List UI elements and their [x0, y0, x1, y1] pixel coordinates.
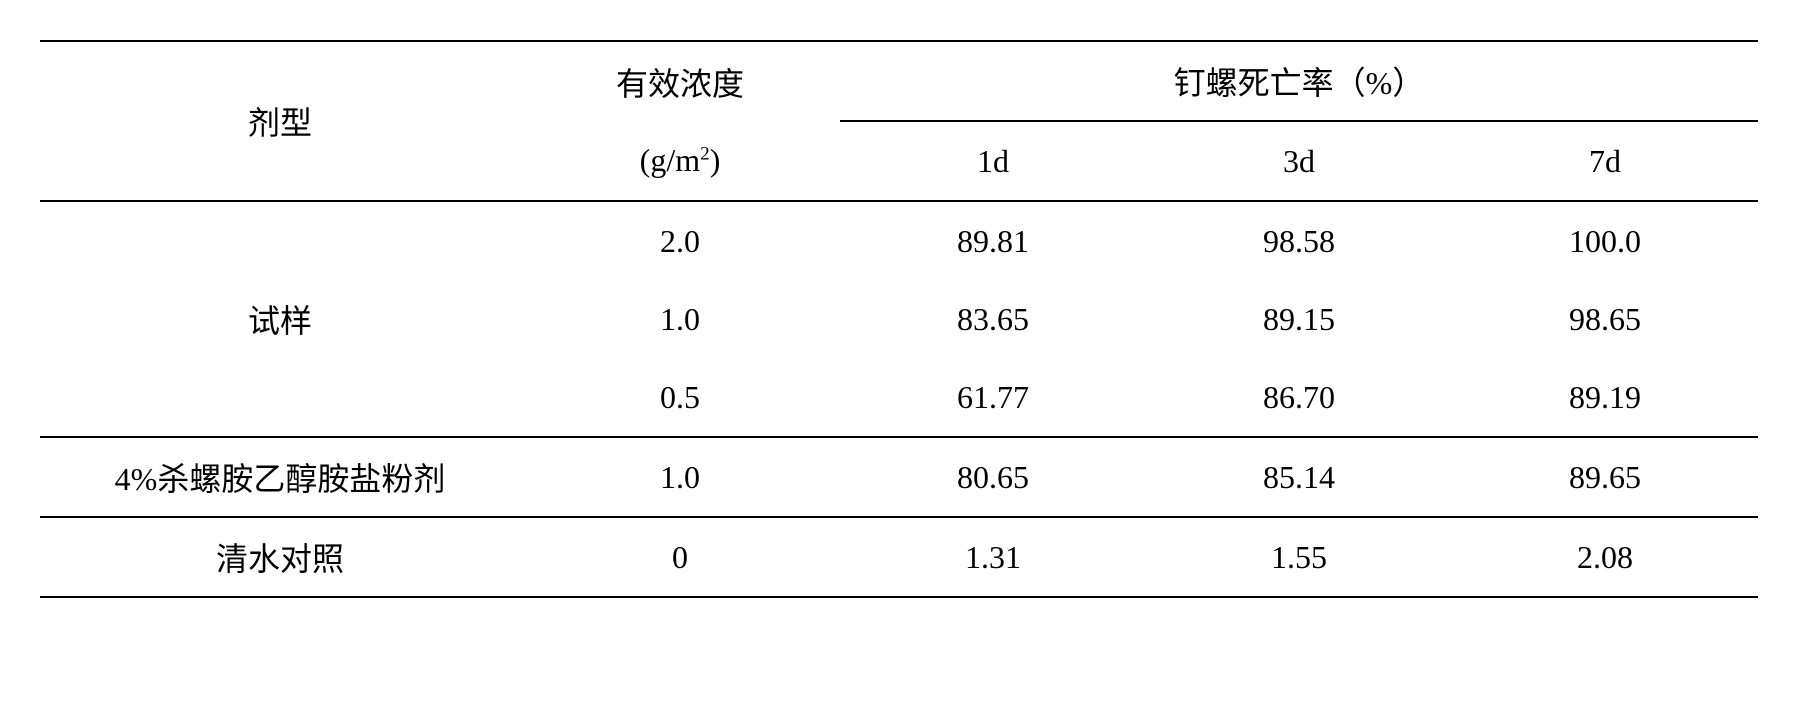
mortality-table: 剂型 有效浓度 钉螺死亡率（%） (g/m2) 1d 3d 7d 2.0 89.…	[40, 40, 1758, 598]
cell-7d: 98.65	[1452, 280, 1758, 358]
header-3d: 3d	[1146, 121, 1452, 201]
cell-conc: 1.0	[520, 280, 840, 358]
cell-7d: 100.0	[1452, 201, 1758, 280]
table-row: 清水对照 0 1.31 1.55 2.08	[40, 517, 1758, 597]
header-7d: 7d	[1452, 121, 1758, 201]
header-row-1: 剂型 有效浓度 钉螺死亡率（%）	[40, 41, 1758, 121]
cell-7d: 89.19	[1452, 358, 1758, 437]
cell-3d: 86.70	[1146, 358, 1452, 437]
cell-conc: 1.0	[520, 437, 840, 517]
cell-3d: 98.58	[1146, 201, 1452, 280]
cell-3d: 89.15	[1146, 280, 1452, 358]
cell-3d: 1.55	[1146, 517, 1452, 597]
cell-form-control: 清水对照	[40, 517, 520, 597]
cell-1d: 83.65	[840, 280, 1146, 358]
cell-1d: 89.81	[840, 201, 1146, 280]
table-row: 2.0 89.81 98.58 100.0	[40, 201, 1758, 280]
cell-conc: 0	[520, 517, 840, 597]
cell-form-sample: 试样	[40, 280, 520, 358]
cell-3d: 85.14	[1146, 437, 1452, 517]
table-row: 试样 1.0 83.65 89.15 98.65	[40, 280, 1758, 358]
cell-1d: 1.31	[840, 517, 1146, 597]
cell-7d: 89.65	[1452, 437, 1758, 517]
cell-form-ref: 4%杀螺胺乙醇胺盐粉剂	[40, 437, 520, 517]
cell-1d: 61.77	[840, 358, 1146, 437]
header-mortality: 钉螺死亡率（%）	[840, 41, 1758, 121]
cell-conc: 0.5	[520, 358, 840, 437]
header-conc-unit: (g/m2)	[520, 121, 840, 201]
cell-conc: 2.0	[520, 201, 840, 280]
cell-form	[40, 358, 520, 437]
cell-1d: 80.65	[840, 437, 1146, 517]
table-row: 0.5 61.77 86.70 89.19	[40, 358, 1758, 437]
cell-form	[40, 201, 520, 280]
data-table-container: 剂型 有效浓度 钉螺死亡率（%） (g/m2) 1d 3d 7d 2.0 89.…	[40, 40, 1758, 598]
header-form: 剂型	[40, 41, 520, 201]
cell-7d: 2.08	[1452, 517, 1758, 597]
header-conc: 有效浓度	[520, 41, 840, 121]
table-row: 4%杀螺胺乙醇胺盐粉剂 1.0 80.65 85.14 89.65	[40, 437, 1758, 517]
header-1d: 1d	[840, 121, 1146, 201]
